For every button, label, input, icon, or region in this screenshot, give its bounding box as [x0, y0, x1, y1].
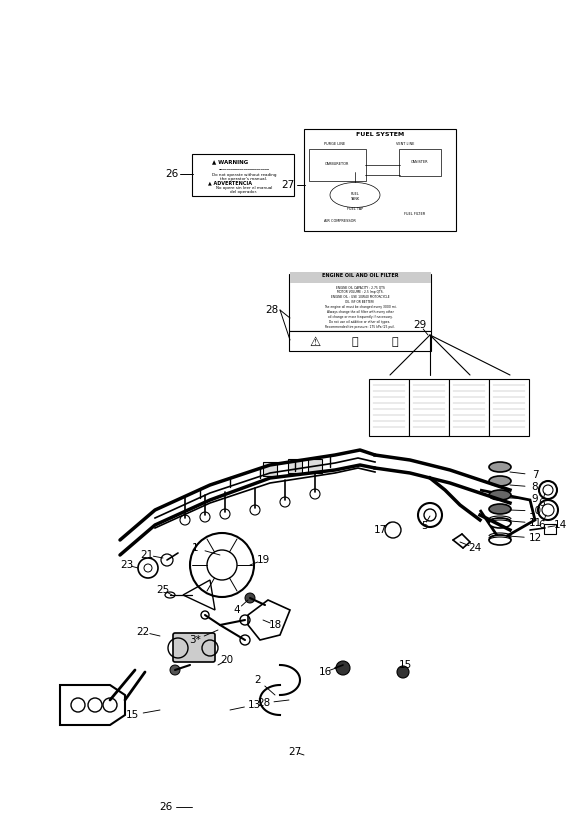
- Text: OIL (SF OR BETTER): OIL (SF OR BETTER): [346, 300, 374, 304]
- FancyBboxPatch shape: [409, 379, 449, 436]
- Text: 9: 9: [532, 494, 538, 504]
- Text: Do not operate without reading: Do not operate without reading: [212, 173, 276, 177]
- Text: the operator's manual.: the operator's manual.: [220, 177, 268, 181]
- FancyBboxPatch shape: [192, 154, 294, 196]
- Text: oil change or more frequently if necessary.: oil change or more frequently if necessa…: [328, 315, 392, 319]
- Text: FUEL SYSTEM: FUEL SYSTEM: [356, 132, 404, 137]
- FancyBboxPatch shape: [309, 149, 366, 181]
- FancyBboxPatch shape: [289, 331, 431, 351]
- Text: 3*: 3*: [189, 635, 201, 645]
- Text: ────────────────────────: ────────────────────────: [219, 168, 269, 172]
- FancyBboxPatch shape: [308, 459, 322, 473]
- Text: Do not use oil additive or other oil types.: Do not use oil additive or other oil typ…: [329, 320, 391, 324]
- Text: 11: 11: [528, 518, 542, 528]
- FancyBboxPatch shape: [289, 274, 431, 331]
- Ellipse shape: [489, 490, 511, 500]
- Text: 13: 13: [247, 700, 261, 710]
- Text: VENT LINE: VENT LINE: [396, 142, 414, 146]
- Text: ⚠: ⚠: [310, 335, 321, 349]
- Text: 21: 21: [141, 550, 154, 560]
- Text: CARBURETOR: CARBURETOR: [325, 162, 349, 166]
- Text: 29: 29: [413, 320, 427, 330]
- Ellipse shape: [489, 504, 511, 514]
- Text: 28: 28: [257, 698, 271, 708]
- Text: CANISTER: CANISTER: [411, 160, 429, 164]
- Circle shape: [397, 666, 409, 678]
- Text: 23: 23: [120, 560, 134, 570]
- Text: FUEL: FUEL: [350, 192, 359, 196]
- Text: 5: 5: [421, 521, 427, 531]
- Ellipse shape: [489, 518, 511, 528]
- Text: 17: 17: [373, 525, 387, 535]
- Ellipse shape: [489, 476, 511, 486]
- Text: 14: 14: [553, 520, 567, 530]
- Text: FUEL FILTER: FUEL FILTER: [405, 212, 426, 216]
- Text: 22: 22: [136, 627, 150, 637]
- Text: 26: 26: [165, 169, 178, 179]
- Text: 19: 19: [257, 555, 269, 565]
- Text: Recommended tire pressure: 175 kPa (25 psi).: Recommended tire pressure: 175 kPa (25 p…: [325, 325, 395, 329]
- Text: ENGINE OIL : USE 10W40 MOTORCYCLE: ENGINE OIL : USE 10W40 MOTORCYCLE: [331, 295, 389, 299]
- FancyBboxPatch shape: [288, 459, 302, 473]
- FancyBboxPatch shape: [369, 379, 409, 436]
- Ellipse shape: [489, 462, 511, 472]
- Text: 10: 10: [528, 506, 542, 516]
- Ellipse shape: [489, 535, 511, 545]
- Text: ENGINE OIL AND OIL FILTER: ENGINE OIL AND OIL FILTER: [322, 273, 398, 278]
- Text: No opere sin leer el manual: No opere sin leer el manual: [216, 186, 272, 190]
- Text: 6: 6: [539, 498, 545, 508]
- Circle shape: [170, 665, 180, 675]
- FancyBboxPatch shape: [399, 149, 441, 176]
- Text: ▲ ADVERTENCIA: ▲ ADVERTENCIA: [208, 180, 252, 185]
- Text: 15: 15: [125, 710, 139, 720]
- FancyBboxPatch shape: [304, 129, 456, 231]
- Circle shape: [245, 593, 255, 603]
- Text: 27: 27: [289, 747, 301, 757]
- FancyBboxPatch shape: [290, 271, 430, 283]
- Text: del operador.: del operador.: [230, 190, 258, 194]
- Text: AIR COMPRESSOR: AIR COMPRESSOR: [324, 219, 356, 223]
- FancyBboxPatch shape: [263, 462, 277, 476]
- Text: 8: 8: [532, 482, 538, 492]
- FancyBboxPatch shape: [544, 524, 556, 534]
- Text: 15: 15: [398, 660, 412, 670]
- Text: 20: 20: [220, 655, 234, 665]
- Text: 📖: 📖: [352, 337, 359, 347]
- Text: 18: 18: [268, 620, 282, 630]
- Text: 16: 16: [318, 667, 332, 677]
- Text: 24: 24: [468, 543, 482, 553]
- Text: 7: 7: [532, 470, 538, 480]
- Text: FUEL TAP: FUEL TAP: [347, 207, 363, 211]
- FancyBboxPatch shape: [173, 633, 215, 662]
- FancyBboxPatch shape: [489, 379, 529, 436]
- Text: The engine oil must be changed every 3000 mi.: The engine oil must be changed every 300…: [324, 305, 396, 309]
- Text: 4: 4: [234, 605, 240, 615]
- Ellipse shape: [330, 182, 380, 208]
- Text: TANK: TANK: [350, 197, 360, 201]
- FancyBboxPatch shape: [449, 379, 489, 436]
- Text: 🛢: 🛢: [392, 337, 398, 347]
- Text: 27: 27: [282, 180, 295, 190]
- Text: 25: 25: [156, 585, 170, 595]
- Text: 28: 28: [265, 305, 278, 315]
- Circle shape: [336, 661, 350, 675]
- Text: 26: 26: [159, 802, 173, 812]
- Text: ENGINE OIL CAPACITY : 2.75 QTS: ENGINE OIL CAPACITY : 2.75 QTS: [336, 285, 384, 289]
- Text: Always change the oil filter with every other: Always change the oil filter with every …: [326, 310, 394, 314]
- Text: 1: 1: [192, 543, 198, 553]
- Text: 2: 2: [255, 675, 261, 685]
- Text: MOTOR VOLUME : 2.5 Imp QTS.: MOTOR VOLUME : 2.5 Imp QTS.: [337, 290, 383, 294]
- Text: 6: 6: [539, 520, 545, 530]
- Text: PURGE LINE: PURGE LINE: [324, 142, 346, 146]
- Text: 12: 12: [528, 533, 542, 543]
- Text: ▲ WARNING: ▲ WARNING: [212, 160, 248, 165]
